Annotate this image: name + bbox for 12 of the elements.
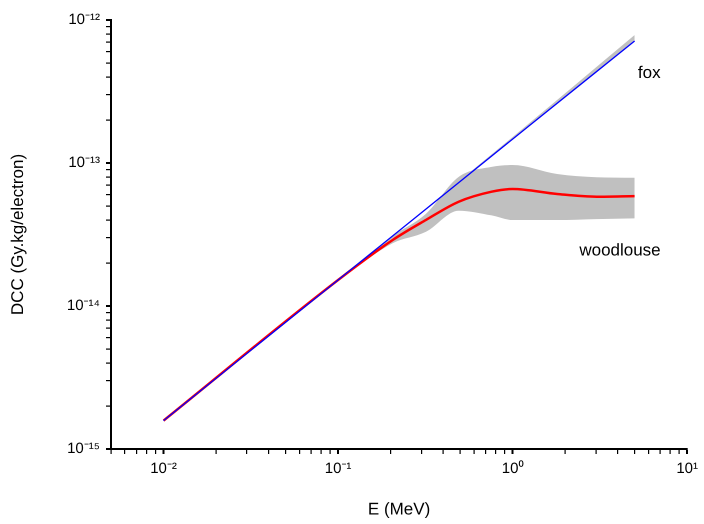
y-tick-label: 10⁻¹³ (68, 154, 100, 172)
x-tick-label: 10⁻¹ (324, 460, 352, 478)
text: woodlouse (578, 240, 661, 260)
x-tick-label: 10⁰ (502, 460, 524, 478)
x-axis-title: E (MeV) (368, 499, 430, 518)
y-tick-label: 10⁻¹² (68, 11, 100, 28)
y-tick-label: 10⁻¹⁴ (66, 297, 100, 314)
y-axis-title: DCC (Gy.kg/electron) (8, 154, 27, 316)
series-label: fox (638, 63, 662, 82)
x-tick-label: 10¹ (676, 460, 698, 478)
y-tick-label: 10⁻¹⁵ (67, 440, 100, 458)
x-tick-label: 10⁻² (150, 460, 177, 478)
